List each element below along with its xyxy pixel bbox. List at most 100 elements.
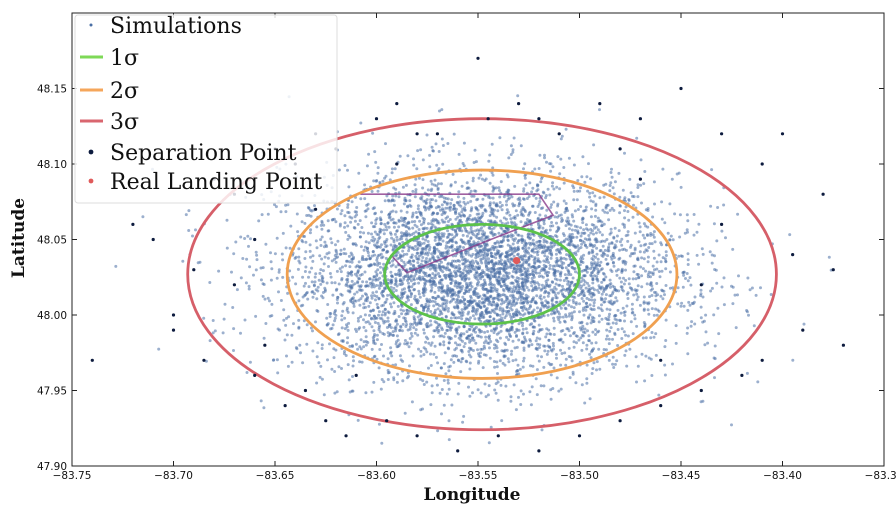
simulation-point xyxy=(572,163,576,167)
simulation-point xyxy=(370,316,374,320)
simulation-point xyxy=(367,254,371,258)
simulation-point xyxy=(311,329,314,333)
simulation-point xyxy=(582,209,586,213)
simulation-point xyxy=(494,186,498,190)
simulation-point xyxy=(559,272,563,276)
simulation-point xyxy=(611,355,615,359)
simulation-point xyxy=(720,229,724,233)
simulation-point xyxy=(317,361,321,365)
simulation-point xyxy=(712,222,716,226)
simulation-point xyxy=(546,248,550,252)
simulation-point xyxy=(597,329,601,333)
simulation-point xyxy=(367,152,371,156)
simulation-point xyxy=(483,382,487,386)
simulation-point xyxy=(653,202,656,206)
simulation-point xyxy=(791,358,795,362)
simulation-point xyxy=(537,245,541,248)
simulation-point xyxy=(585,270,589,274)
simulation-point xyxy=(359,245,363,249)
simulation-point xyxy=(534,301,538,305)
simulation-point xyxy=(502,301,506,305)
simulation-point xyxy=(413,294,417,298)
simulation-point xyxy=(424,335,428,339)
simulation-point xyxy=(585,347,589,351)
simulation-point xyxy=(275,358,279,362)
simulation-point xyxy=(572,306,576,310)
simulation-point xyxy=(392,376,396,380)
simulation-point xyxy=(754,293,758,297)
simulation-point xyxy=(346,203,350,207)
simulation-point xyxy=(425,380,429,384)
simulation-point xyxy=(722,203,726,207)
simulation-point xyxy=(502,274,506,278)
simulation-point xyxy=(706,341,710,345)
simulation-point xyxy=(359,273,362,277)
simulation-point xyxy=(395,322,399,326)
simulation-point xyxy=(383,313,387,317)
simulation-point xyxy=(480,238,484,242)
simulation-point xyxy=(592,347,596,351)
simulation-point xyxy=(394,194,398,198)
simulation-point xyxy=(556,155,560,159)
simulation-point xyxy=(553,270,557,274)
simulation-point xyxy=(268,299,271,303)
simulation-point xyxy=(314,272,318,276)
simulation-point xyxy=(477,302,481,306)
simulation-point xyxy=(482,278,486,282)
simulation-point xyxy=(491,309,495,313)
simulation-point xyxy=(313,280,317,284)
simulation-point xyxy=(429,283,433,287)
simulation-point xyxy=(579,186,582,190)
simulation-point xyxy=(443,351,447,355)
simulation-point xyxy=(658,275,662,279)
simulation-point xyxy=(420,247,424,251)
simulation-point xyxy=(368,277,372,281)
simulation-point xyxy=(454,229,458,233)
simulation-point xyxy=(512,136,516,140)
simulation-point xyxy=(374,298,377,302)
simulation-point xyxy=(528,304,532,308)
simulation-point xyxy=(462,291,466,295)
simulation-point xyxy=(372,329,376,333)
simulation-point xyxy=(607,242,611,246)
simulation-point xyxy=(478,312,482,316)
simulation-point xyxy=(469,260,473,264)
simulation-point xyxy=(613,362,617,366)
simulation-point xyxy=(497,272,501,276)
simulation-point xyxy=(446,346,450,350)
simulation-point xyxy=(651,273,655,276)
simulation-point xyxy=(581,221,585,225)
simulation-point xyxy=(375,290,378,294)
simulation-point xyxy=(405,323,409,326)
simulation-point xyxy=(583,231,587,235)
simulation-point xyxy=(644,248,648,252)
simulation-point xyxy=(380,210,383,214)
simulation-point xyxy=(556,264,559,268)
simulation-point xyxy=(345,259,348,263)
simulation-point xyxy=(466,317,470,321)
simulation-point xyxy=(570,314,574,318)
simulation-point xyxy=(342,301,346,304)
simulation-point xyxy=(388,332,392,335)
simulation-point xyxy=(319,244,323,247)
simulation-point xyxy=(491,196,495,200)
simulation-point xyxy=(304,250,308,254)
simulation-point xyxy=(379,222,383,225)
simulation-point xyxy=(509,399,513,403)
simulation-point xyxy=(508,312,512,316)
simulation-point xyxy=(590,261,593,265)
simulation-point xyxy=(573,296,577,299)
simulation-point xyxy=(573,228,577,232)
simulation-point xyxy=(398,253,402,257)
simulation-point xyxy=(449,271,453,275)
simulation-point xyxy=(429,352,432,356)
simulation-point xyxy=(438,275,442,279)
simulation-point xyxy=(380,343,383,346)
simulation-point xyxy=(664,339,668,342)
simulation-point xyxy=(648,295,651,299)
simulation-point xyxy=(607,358,611,362)
simulation-point xyxy=(462,345,466,349)
simulation-point xyxy=(591,258,595,262)
simulation-point xyxy=(248,360,252,364)
simulation-point xyxy=(439,182,443,186)
